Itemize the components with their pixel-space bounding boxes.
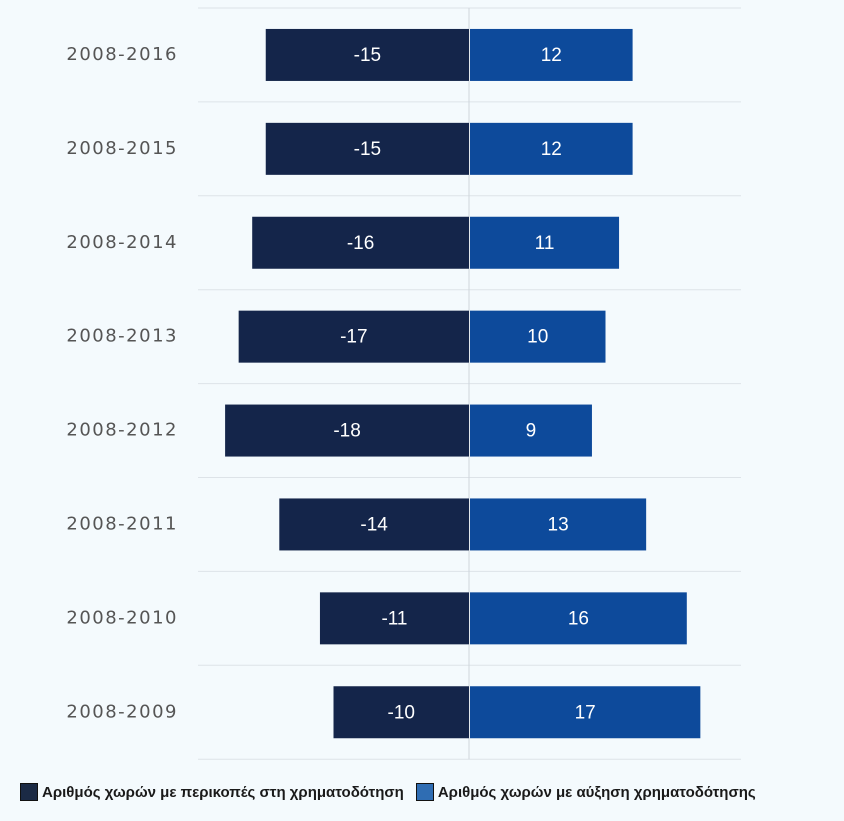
bar-increase	[470, 310, 606, 363]
data-label: 13	[548, 514, 569, 535]
data-label: -15	[354, 45, 381, 66]
data-label: -14	[360, 514, 388, 535]
legend-swatch-cuts	[20, 783, 38, 801]
data-label: 12	[541, 45, 562, 66]
bar-cuts	[279, 498, 469, 551]
data-label: -11	[381, 608, 407, 629]
legend: Αριθμός χωρών με περικοπές στη χρηματοδό…	[20, 783, 768, 801]
bar-increase	[470, 122, 633, 175]
bar-cuts	[265, 28, 469, 81]
data-label: 12	[541, 139, 562, 160]
bar-cuts	[265, 122, 469, 175]
data-label: 16	[568, 608, 589, 629]
data-label: -15	[354, 139, 381, 160]
category-label: 2008-2014	[66, 232, 178, 253]
data-label: 9	[526, 421, 537, 442]
category-label: 2008-2015	[66, 138, 178, 159]
legend-label-cuts: Αριθμός χωρών με περικοπές στη χρηματοδό…	[42, 783, 404, 801]
data-label: -16	[347, 233, 374, 254]
data-label: 11	[535, 233, 555, 254]
bar-cuts	[225, 404, 469, 457]
bar-cuts	[238, 310, 469, 363]
bar-increase	[470, 592, 687, 645]
legend-item-cuts: Αριθμός χωρών με περικοπές στη χρηματοδό…	[20, 783, 404, 801]
data-label: -17	[340, 327, 367, 348]
category-label: 2008-2011	[66, 513, 178, 534]
legend-label-increase: Αριθμός χωρών με αύξηση χρηματοδότησης	[437, 783, 756, 801]
bar-cuts	[252, 216, 469, 269]
category-label: 2008-2012	[66, 420, 178, 441]
data-label: 17	[575, 702, 596, 723]
bar-increase	[470, 216, 620, 269]
data-label: 10	[527, 327, 548, 348]
category-label: 2008-2013	[66, 326, 178, 347]
legend-swatch-increase	[415, 783, 434, 801]
category-label: 2008-2010	[66, 607, 178, 628]
bar-increase	[470, 28, 633, 81]
category-label: 2008-2009	[66, 701, 178, 722]
category-label: 2008-2016	[66, 44, 178, 65]
bar-increase	[470, 498, 647, 551]
bar-increase	[470, 686, 701, 739]
bar-cuts	[333, 686, 469, 739]
bar-cuts	[319, 592, 469, 645]
bar-increase	[470, 404, 592, 457]
legend-item-increase: Αριθμός χωρών με αύξηση χρηματοδότησης	[415, 783, 756, 801]
data-label: -10	[388, 702, 415, 723]
data-label: -18	[333, 421, 360, 442]
